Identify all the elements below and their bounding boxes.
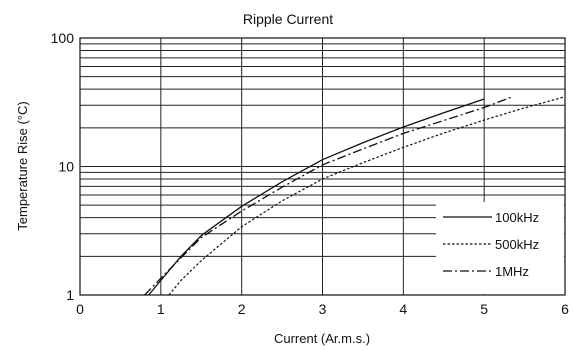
- grid: [80, 38, 565, 295]
- legend: 100kHz 500kHz 1MHz: [436, 202, 564, 294]
- y-tick-label-100: 100: [51, 30, 75, 46]
- y-axis-label: Temperature Rise (°C): [15, 101, 30, 230]
- y-tick-label-10: 10: [58, 159, 74, 175]
- x-tick-label-5: 5: [480, 301, 488, 317]
- x-tick-label-3: 3: [319, 301, 327, 317]
- x-tick-label-2: 2: [238, 301, 246, 317]
- x-tick-label-1: 1: [157, 301, 165, 317]
- x-tick-label-6: 6: [561, 301, 569, 317]
- series-line-1MHz: [144, 96, 513, 296]
- series-line-100kHz: [148, 98, 485, 296]
- plot-area: [79, 37, 566, 296]
- x-tick-label-0: 0: [76, 301, 84, 317]
- legend-label-500kHz: 500kHz: [495, 237, 539, 252]
- series-lines: [144, 96, 566, 296]
- legend-label-100kHz: 100kHz: [495, 210, 539, 225]
- legend-label-1MHz: 1MHz: [495, 264, 529, 279]
- y-tick-label-1: 1: [66, 287, 74, 303]
- chart-title: Ripple Current: [243, 11, 333, 27]
- series-line-500kHz: [168, 96, 566, 296]
- x-tick-label-4: 4: [399, 301, 407, 317]
- x-axis-label: Current (Ar.m.s.): [274, 331, 370, 346]
